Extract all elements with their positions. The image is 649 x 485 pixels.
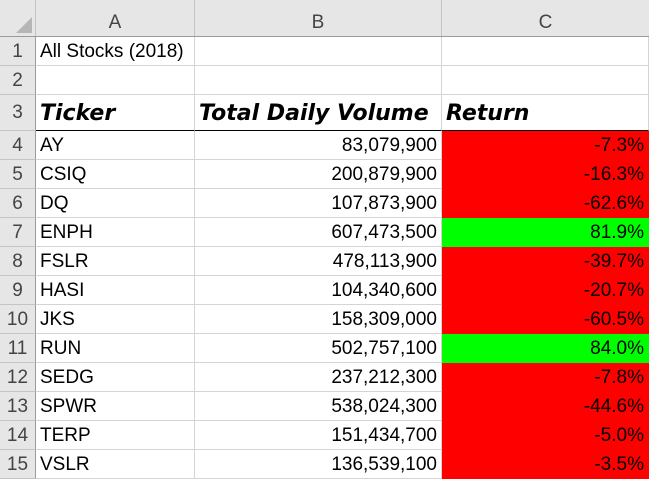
row-header[interactable]: 1 xyxy=(0,37,36,66)
row-header[interactable]: 10 xyxy=(0,305,36,334)
ticker-cell[interactable]: SEDG xyxy=(36,363,195,392)
ticker-cell[interactable]: AY xyxy=(36,131,195,160)
column-header-c[interactable]: C xyxy=(538,12,553,33)
column-header-a[interactable]: A xyxy=(36,0,195,36)
return-cell[interactable]: -7.8% xyxy=(442,363,649,392)
ticker-cell[interactable]: ENPH xyxy=(36,218,195,247)
volume-cell[interactable]: 478,113,900 xyxy=(195,247,442,276)
row-header[interactable]: 12 xyxy=(0,363,36,392)
return-cell[interactable]: -44.6% xyxy=(442,392,649,421)
volume-cell[interactable]: 607,473,500 xyxy=(195,218,442,247)
cell-c2[interactable] xyxy=(442,66,649,95)
column-header-row: A B C xyxy=(0,0,649,37)
volume-cell[interactable]: 200,879,900 xyxy=(195,160,442,189)
select-all-button[interactable] xyxy=(0,0,36,36)
ticker-cell[interactable]: JKS xyxy=(36,305,195,334)
volume-cell[interactable]: 107,873,900 xyxy=(195,189,442,218)
row-header[interactable]: 11 xyxy=(0,334,36,363)
return-cell[interactable]: 81.9% xyxy=(442,218,649,247)
volume-cell[interactable]: 237,212,300 xyxy=(195,363,442,392)
volume-cell[interactable]: 158,309,000 xyxy=(195,305,442,334)
row-header[interactable]: 4 xyxy=(0,131,36,160)
ticker-cell[interactable]: CSIQ xyxy=(36,160,195,189)
cell-c1[interactable] xyxy=(442,37,649,66)
ticker-cell[interactable]: HASI xyxy=(36,276,195,305)
title-cell[interactable]: All Stocks (2018) xyxy=(36,37,195,66)
cell-b2[interactable] xyxy=(195,66,442,95)
ticker-cell[interactable]: RUN xyxy=(36,334,195,363)
row-header[interactable]: 8 xyxy=(0,247,36,276)
return-cell[interactable]: -62.6% xyxy=(442,189,649,218)
ticker-cell[interactable]: VSLR xyxy=(36,450,195,479)
ticker-cell[interactable]: TERP xyxy=(36,421,195,450)
row-header[interactable]: 15 xyxy=(0,450,36,479)
return-cell[interactable]: -7.3% xyxy=(442,131,649,160)
header-volume-cell[interactable]: Total Daily Volume xyxy=(195,95,442,131)
return-cell[interactable]: -5.0% xyxy=(442,421,649,450)
row-header[interactable]: 6 xyxy=(0,189,36,218)
row-header[interactable]: 7 xyxy=(0,218,36,247)
return-cell[interactable]: 84.0% xyxy=(442,334,649,363)
header-ticker-cell[interactable]: Ticker xyxy=(36,95,195,131)
row-header[interactable]: 13 xyxy=(0,392,36,421)
cell-b1[interactable] xyxy=(195,37,442,66)
row-header[interactable]: 2 xyxy=(0,66,36,95)
select-all-triangle-icon xyxy=(16,17,32,33)
ticker-cell[interactable]: FSLR xyxy=(36,247,195,276)
return-cell[interactable]: -3.5% xyxy=(442,450,649,479)
ticker-cell[interactable]: DQ xyxy=(36,189,195,218)
return-cell[interactable]: -20.7% xyxy=(442,276,649,305)
return-cell[interactable]: -39.7% xyxy=(442,247,649,276)
volume-cell[interactable]: 538,024,300 xyxy=(195,392,442,421)
volume-cell[interactable]: 502,757,100 xyxy=(195,334,442,363)
volume-cell[interactable]: 136,539,100 xyxy=(195,450,442,479)
return-cell[interactable]: -60.5% xyxy=(442,305,649,334)
volume-cell[interactable]: 104,340,600 xyxy=(195,276,442,305)
column-header-b[interactable]: B xyxy=(195,0,442,36)
row-header[interactable]: 14 xyxy=(0,421,36,450)
volume-cell[interactable]: 83,079,900 xyxy=(195,131,442,160)
cell-a2[interactable] xyxy=(36,66,195,95)
header-return-cell[interactable]: Return xyxy=(442,95,649,131)
ticker-cell[interactable]: SPWR xyxy=(36,392,195,421)
return-cell[interactable]: -16.3% xyxy=(442,160,649,189)
row-header[interactable]: 9 xyxy=(0,276,36,305)
row-header[interactable]: 3 xyxy=(0,95,36,131)
volume-cell[interactable]: 151,434,700 xyxy=(195,421,442,450)
row-header[interactable]: 5 xyxy=(0,160,36,189)
